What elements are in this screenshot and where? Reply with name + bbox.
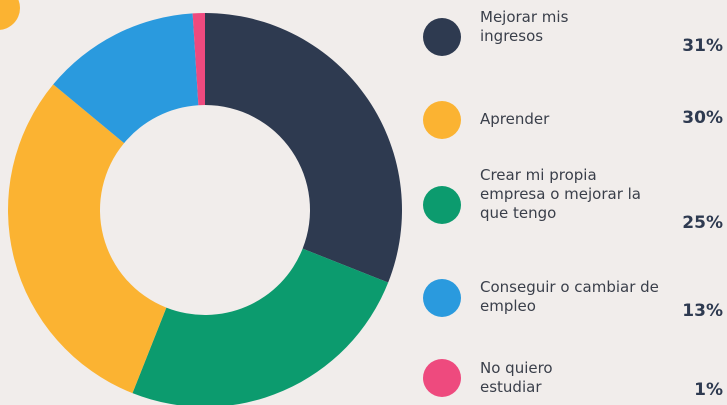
donut-slice: [7, 84, 167, 394]
donut-slice: [205, 13, 402, 283]
legend-label: No quiero estudiar: [480, 359, 553, 396]
legend-swatch: [423, 101, 461, 139]
value-label: 13%: [682, 301, 723, 321]
legend-label: Mejorar mis ingresos: [480, 8, 569, 45]
decor-circle: [0, 0, 20, 30]
legend-swatch: [423, 359, 461, 397]
legend-swatch: [423, 279, 461, 317]
legend-label: Crear mi propia empresa o mejorar la que…: [480, 166, 641, 222]
legend-swatch: [423, 186, 461, 224]
legend-label: Conseguir o cambiar de empleo: [480, 278, 659, 315]
value-label: 30%: [682, 108, 723, 128]
value-label: 25%: [682, 213, 723, 233]
donut-slice: [192, 13, 205, 106]
legend-swatch: [423, 18, 461, 56]
donut-slice: [53, 13, 199, 144]
value-label: 1%: [694, 380, 723, 400]
donut-slice: [132, 248, 389, 405]
value-label: 31%: [682, 36, 723, 56]
legend-label: Aprender: [480, 110, 550, 128]
